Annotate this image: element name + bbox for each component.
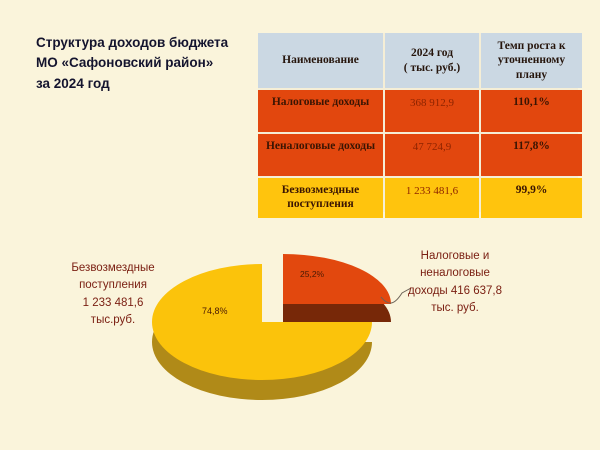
callout-tax-nontax: Налоговые и неналоговые доходы 416 637,8… (407, 250, 503, 314)
table-row-tax-growth: 110,1% (481, 90, 582, 132)
callout-gratuitous: Безвозмездные поступления 1 233 481,6 ты… (71, 262, 155, 326)
table-row-gratuitous-name: Безвозмездные поступления (258, 178, 383, 218)
table-row-nontax-growth: 117,8% (481, 134, 582, 176)
table-row-gratuitous-growth: 99,9% (481, 178, 582, 218)
table-row-nontax-name: Неналоговые доходы (258, 134, 383, 176)
table-row-gratuitous-value: 1 233 481,6 (385, 178, 479, 218)
slide-title: Структура доходов бюджета МО «Сафоновски… (36, 35, 229, 91)
table-row-tax-value: 368 912,9 (385, 90, 479, 132)
pie-percent-yellow: 74,8% (202, 306, 228, 316)
table-header-growth: Темп роста к уточненному плану (481, 33, 582, 88)
pie-slice-yellow (152, 264, 372, 380)
pie-slice-orange (283, 254, 391, 304)
table-row-tax-name: Налоговые доходы (258, 90, 383, 132)
table-header-name: Наименование (258, 33, 383, 88)
budget-table: Наименование 2024 год ( тыс. руб.) Темп … (258, 33, 582, 218)
table-row-nontax-value: 47 724,9 (385, 134, 479, 176)
table-header-year: 2024 год ( тыс. руб.) (385, 33, 479, 88)
callout-leader-line (380, 287, 412, 304)
pie-percent-orange: 25,2% (300, 269, 325, 279)
